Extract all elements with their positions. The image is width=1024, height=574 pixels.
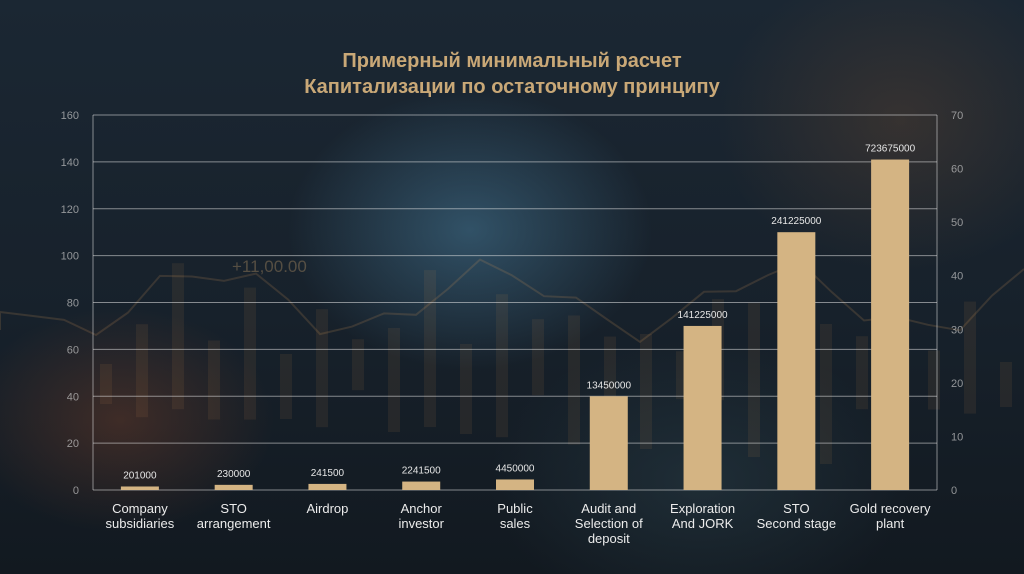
x-category-label: Company subsidiaries [106, 501, 175, 531]
bar [120, 486, 159, 490]
chart-title-line-1: Примерный минимальный расчет [342, 50, 682, 72]
y2-tick-label: 20 [951, 378, 963, 390]
x-category-label-line: Airdrop [306, 501, 348, 516]
bar-data-label: 241225000 [771, 216, 821, 227]
x-category-label-line: arrangement [197, 516, 271, 531]
y-tick-label: 120 [61, 204, 79, 216]
y2-tick-label: 60 [951, 164, 963, 176]
y-tick-label: 140 [61, 157, 79, 169]
decor-candle [100, 364, 112, 404]
chart-title-line-2: Капитализации по остаточному принципу [304, 76, 720, 98]
decor-candle [316, 309, 328, 428]
y2-tick-label: 30 [951, 324, 963, 336]
decor-overlay-text: +11,00.00 [232, 257, 307, 276]
decor-candle [244, 287, 256, 420]
x-category-label: STO Second stage [757, 501, 837, 531]
x-category-label-line: STO [783, 501, 810, 516]
y-tick-label: 60 [67, 344, 79, 356]
x-category-label-line: subsidiaries [106, 516, 175, 531]
y-tick-label: 0 [73, 485, 79, 497]
x-category-label-line: Second stage [757, 516, 837, 531]
decor-candle [748, 303, 760, 457]
decor-candle [604, 336, 616, 399]
x-category-label-line: And JORK [672, 516, 734, 531]
y2-tick-label: 10 [951, 431, 963, 443]
y2-tick-label: 40 [951, 271, 963, 283]
y-tick-label: 20 [67, 438, 79, 450]
x-category-label: Audit and Selection of deposit [575, 501, 643, 546]
x-category-label: Exploration And JORK [670, 501, 735, 531]
x-category-label-line: Company [112, 501, 168, 516]
x-category-label-line: Selection of [575, 516, 643, 531]
y2-tick-label: 50 [951, 217, 963, 229]
x-category-label-line: Public [497, 501, 533, 516]
decor-candle [280, 354, 292, 419]
background-decoration: +11,00.00 [0, 257, 1024, 464]
x-category-label: STO arrangement [197, 501, 271, 531]
decor-candle [640, 334, 652, 449]
decor-candle [928, 350, 940, 410]
chart-bars [120, 159, 910, 490]
y2-tick-label: 0 [951, 485, 957, 497]
decor-candle [1000, 362, 1012, 407]
bar [402, 481, 441, 490]
y-tick-label: 160 [61, 110, 79, 122]
x-category-label-line: deposit [588, 531, 630, 546]
decor-candle [496, 294, 508, 438]
decor-candle [352, 339, 364, 391]
decor-candle [820, 324, 832, 464]
x-category-label-line: sales [500, 516, 531, 531]
bar-data-label: 230000 [217, 469, 251, 480]
decor-candle [460, 344, 472, 434]
decor-candle [856, 336, 868, 410]
bar [308, 483, 347, 490]
x-category-label-line: Exploration [670, 501, 735, 516]
decor-candle [532, 319, 544, 396]
bar-data-label: 241500 [311, 468, 345, 479]
bar [496, 479, 534, 490]
bar [871, 159, 910, 490]
y2-tick-label: 70 [951, 110, 963, 122]
x-category-label: Gold recovery plant [850, 501, 931, 531]
x-category-label: Airdrop [306, 501, 348, 516]
x-category-label: Anchor investor [398, 501, 444, 531]
y-tick-label: 40 [67, 391, 79, 403]
bar [589, 396, 628, 490]
bar-data-label: 4450000 [496, 463, 535, 474]
x-category-label-line: Gold recovery [850, 501, 931, 516]
decor-candle [136, 324, 148, 418]
y-tick-label: 100 [61, 251, 79, 263]
decor-candle [424, 270, 436, 428]
decor-trend-line [0, 258, 1024, 344]
decor-candle [568, 315, 580, 445]
decor-candle [172, 263, 184, 410]
x-category-label-line: STO [220, 501, 247, 516]
x-category-label-line: plant [876, 516, 905, 531]
x-category-label-line: Anchor [401, 501, 443, 516]
bar [777, 232, 816, 490]
bar [214, 484, 253, 490]
y-tick-label: 80 [67, 298, 79, 310]
x-category-label-line: investor [398, 516, 444, 531]
x-category-label-line: Audit and [581, 501, 636, 516]
decor-candle [208, 340, 220, 420]
bar-data-label: 13450000 [587, 380, 632, 391]
decor-candle [388, 328, 400, 432]
bar-data-label: 141225000 [678, 310, 728, 321]
bar-data-label: 723675000 [865, 144, 915, 155]
bar-data-label: 2241500 [402, 466, 441, 477]
bar [683, 325, 722, 490]
bar-data-label: 201000 [123, 470, 157, 481]
decor-candle [964, 301, 976, 414]
x-category-label: Public sales [497, 501, 533, 531]
